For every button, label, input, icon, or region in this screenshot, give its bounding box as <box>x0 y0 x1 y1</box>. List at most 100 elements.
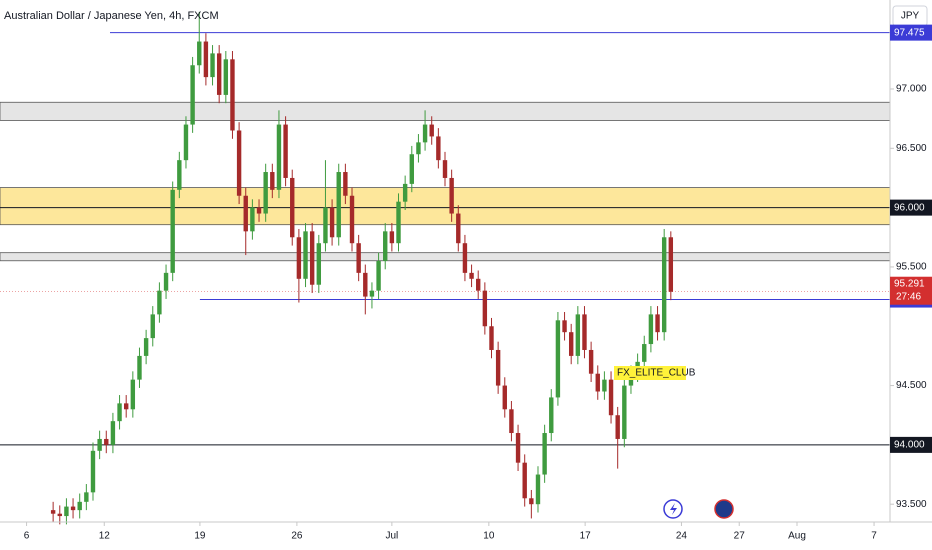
candle-body <box>562 320 567 333</box>
chart-title: Australian Dollar / Japanese Yen, 4h, FX… <box>4 10 219 22</box>
candle-body <box>336 172 341 238</box>
level-label-box <box>890 436 932 453</box>
candle-body <box>323 207 328 244</box>
candle-body <box>602 379 607 392</box>
candle-body <box>522 462 527 499</box>
candle-body <box>170 189 175 273</box>
candle-body <box>64 506 69 517</box>
last-price-box <box>890 276 932 305</box>
candle-body <box>555 320 561 398</box>
candle-body <box>429 124 434 137</box>
candle-body <box>588 349 594 374</box>
candle-body <box>190 65 195 125</box>
candle-body <box>250 207 255 232</box>
x-tick-label: 7 <box>871 531 877 542</box>
last-price-label: 95.291 <box>894 278 925 289</box>
candle-body <box>236 130 242 196</box>
candle-body <box>110 421 116 445</box>
candle-body <box>622 385 627 439</box>
y-tick-label: 93.500 <box>896 499 927 510</box>
candle-body <box>283 124 288 178</box>
candle-body <box>77 501 82 511</box>
candle-body <box>177 160 182 190</box>
candle-body <box>495 349 501 386</box>
candle-body <box>442 160 448 178</box>
candle-body <box>309 231 315 285</box>
candle-body <box>123 403 129 410</box>
y-tick-label: 96.500 <box>896 143 927 154</box>
lightning-icon <box>670 503 677 515</box>
candle-body <box>482 290 488 327</box>
candle-body <box>549 397 554 434</box>
candle-body <box>143 338 149 356</box>
candle-body <box>97 438 102 451</box>
candle-body <box>296 237 302 279</box>
candle-body <box>117 403 122 422</box>
level-label-box <box>890 24 932 41</box>
candle-body <box>396 201 401 244</box>
candle-body <box>456 213 461 244</box>
candle-body <box>50 510 56 514</box>
annotation-box <box>614 366 686 380</box>
candle-body <box>462 243 468 273</box>
candle-body <box>216 53 222 95</box>
candle-body <box>163 272 169 291</box>
candle-body <box>57 513 62 517</box>
candle-body <box>409 154 414 184</box>
candle-body <box>655 314 660 333</box>
candle-body <box>223 59 229 95</box>
candle-body <box>402 183 408 202</box>
x-tick-label: Aug <box>788 531 806 542</box>
candle-body <box>376 261 381 291</box>
candle-body <box>316 243 322 285</box>
candle-body <box>197 41 202 66</box>
zone <box>0 252 891 262</box>
candle-body <box>661 237 667 333</box>
zone <box>0 101 891 121</box>
candle-body <box>270 172 275 190</box>
x-tick-label: 6 <box>24 531 30 542</box>
annotation: FX_ELITE_CLUB <box>617 368 696 379</box>
candle-body <box>84 492 89 502</box>
candle-body <box>575 314 581 356</box>
candle-body <box>642 344 647 362</box>
level-label: 97.475 <box>894 27 925 38</box>
candle-body <box>535 474 541 505</box>
x-tick-label: 24 <box>676 531 688 542</box>
candle-body <box>529 498 534 505</box>
candle-body <box>343 172 348 196</box>
level-label-box <box>890 199 932 216</box>
candle-body <box>509 409 514 434</box>
candle-body <box>582 314 587 350</box>
candle-body <box>648 314 654 345</box>
x-tick-label: 12 <box>99 531 111 542</box>
flag-icon[interactable] <box>714 499 734 519</box>
candle-body <box>369 290 375 297</box>
x-tick-label: 10 <box>483 531 495 542</box>
candle-body <box>349 195 355 244</box>
candle-body <box>183 124 189 161</box>
candle-body <box>615 415 620 439</box>
candle-body <box>476 278 481 291</box>
candle-body <box>256 207 262 214</box>
candle-body <box>104 438 109 445</box>
y-tick-label: 94.500 <box>896 380 927 391</box>
candle-body <box>137 355 142 380</box>
level-label: 96.000 <box>894 202 925 213</box>
candle-body <box>130 379 136 410</box>
candle-body <box>210 53 215 78</box>
candle-body <box>70 506 76 511</box>
candle-body <box>502 385 507 410</box>
candle-body <box>422 124 428 143</box>
plot-area <box>0 11 891 525</box>
level-label: 94.000 <box>894 440 925 451</box>
candle-body <box>436 136 441 161</box>
candle-body <box>608 379 614 416</box>
candle-body <box>416 142 421 155</box>
x-tick-label: 27 <box>734 531 746 542</box>
candle-body <box>363 272 368 297</box>
currency-label[interactable]: JPY <box>901 11 920 22</box>
candle-body <box>389 231 395 244</box>
candle-body <box>595 373 600 392</box>
